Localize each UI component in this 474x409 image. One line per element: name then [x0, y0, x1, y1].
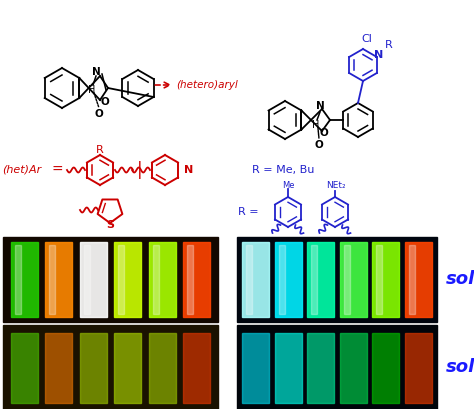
- Bar: [183, 333, 210, 403]
- Bar: [10, 242, 37, 317]
- Bar: [242, 333, 269, 403]
- Text: O: O: [100, 97, 109, 107]
- Text: |: |: [137, 161, 143, 179]
- Bar: [15, 245, 20, 314]
- Text: H: H: [312, 120, 319, 130]
- Bar: [307, 333, 334, 403]
- Bar: [3, 325, 218, 409]
- Bar: [183, 242, 210, 317]
- Text: solution: solution: [446, 270, 474, 288]
- Bar: [275, 333, 302, 403]
- Text: NEt₂: NEt₂: [326, 182, 346, 191]
- Bar: [246, 245, 253, 314]
- Bar: [405, 242, 431, 317]
- Bar: [237, 237, 437, 322]
- Text: R: R: [385, 40, 393, 50]
- Bar: [311, 245, 317, 314]
- Text: N: N: [316, 101, 324, 111]
- Bar: [149, 242, 176, 317]
- Text: O: O: [319, 128, 328, 138]
- Text: N: N: [184, 165, 193, 175]
- Bar: [118, 245, 124, 314]
- Bar: [372, 333, 399, 403]
- Bar: [80, 333, 107, 403]
- Bar: [344, 245, 350, 314]
- Bar: [307, 242, 334, 317]
- Text: O: O: [95, 109, 103, 119]
- Bar: [409, 245, 415, 314]
- Text: (hetero)aryl: (hetero)aryl: [176, 80, 238, 90]
- Text: (het)Ar: (het)Ar: [2, 165, 41, 175]
- Bar: [275, 242, 302, 317]
- Bar: [45, 333, 72, 403]
- Bar: [242, 242, 269, 317]
- Text: O: O: [315, 140, 323, 150]
- Text: solid: solid: [446, 359, 474, 377]
- Bar: [49, 245, 55, 314]
- Text: N: N: [374, 50, 383, 60]
- Bar: [372, 242, 399, 317]
- Bar: [279, 245, 285, 314]
- Text: Cl: Cl: [361, 34, 372, 44]
- Text: R: R: [96, 145, 104, 155]
- Text: R =: R =: [238, 207, 259, 217]
- Text: N: N: [91, 67, 100, 77]
- Bar: [114, 242, 141, 317]
- Bar: [237, 325, 437, 409]
- Bar: [340, 333, 367, 403]
- Bar: [149, 333, 176, 403]
- Bar: [10, 333, 37, 403]
- Bar: [405, 333, 431, 403]
- Bar: [45, 242, 72, 317]
- Bar: [114, 333, 141, 403]
- Bar: [340, 242, 367, 317]
- Bar: [153, 245, 159, 314]
- Text: R = Me, Bu: R = Me, Bu: [252, 165, 314, 175]
- Text: Me: Me: [282, 180, 294, 189]
- Text: H: H: [88, 85, 96, 95]
- Bar: [84, 245, 90, 314]
- Bar: [376, 245, 382, 314]
- Bar: [3, 237, 218, 322]
- Bar: [187, 245, 193, 314]
- Text: S: S: [106, 220, 114, 230]
- Bar: [80, 242, 107, 317]
- Text: =: =: [52, 163, 64, 177]
